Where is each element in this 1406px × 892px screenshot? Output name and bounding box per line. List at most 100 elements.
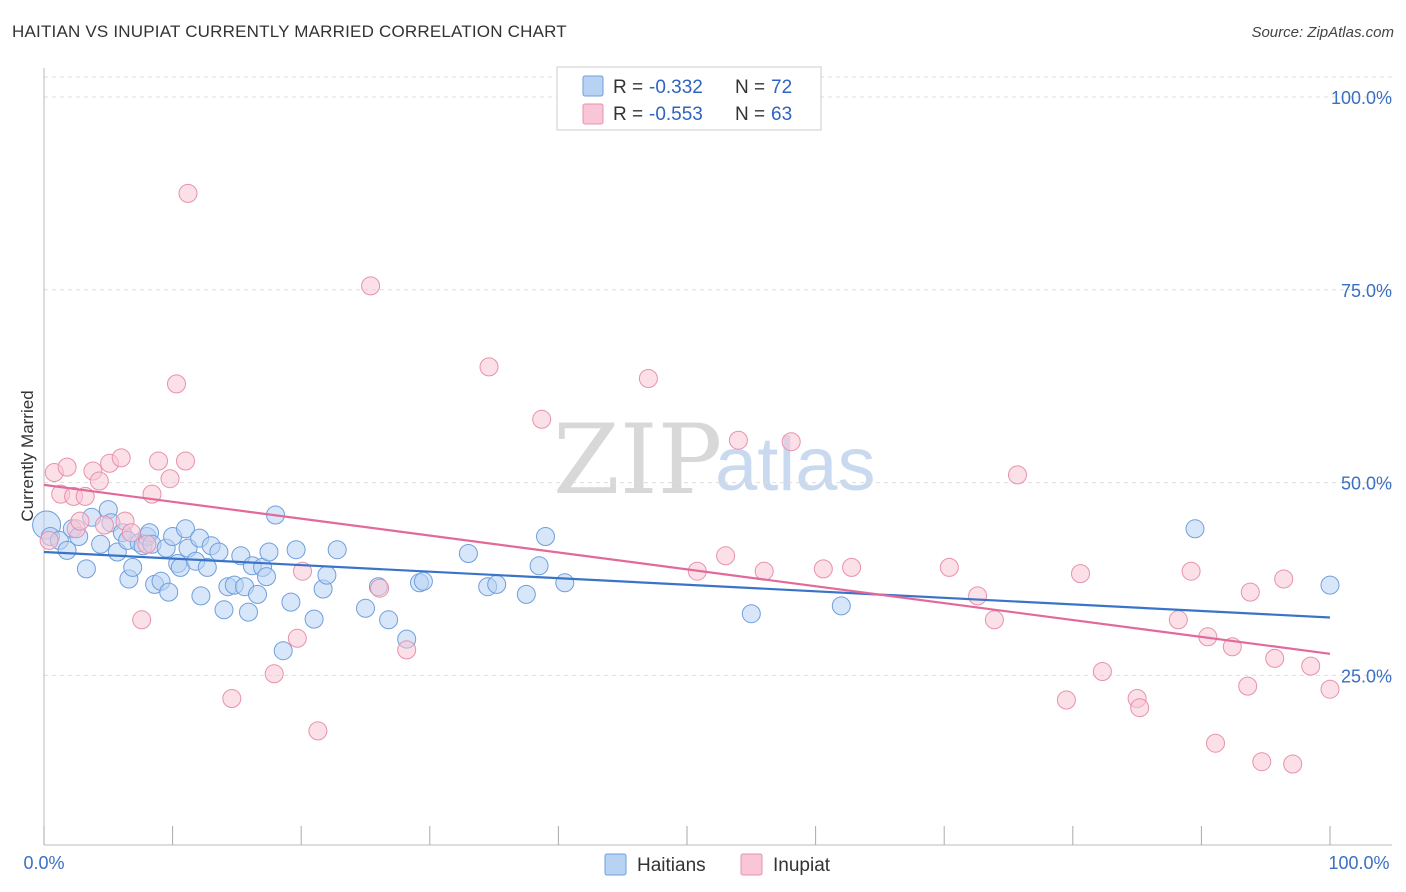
haitians-point-53 xyxy=(317,565,337,585)
haitians-point-46 xyxy=(259,542,279,562)
haitians-point-61 xyxy=(458,544,478,563)
series-inupiat-points xyxy=(39,183,1340,774)
haitians-point-32 xyxy=(191,586,211,606)
inupiat-point-6 xyxy=(70,511,90,531)
haitians-point-41 xyxy=(239,602,258,622)
watermark-zip: ZIP xyxy=(553,404,722,516)
y-tick-label-50: 50.0% xyxy=(1341,474,1392,494)
inupiat-point-51 xyxy=(1181,561,1201,581)
y-tick-label-100: 100.0% xyxy=(1331,88,1392,108)
trend-line-inupiat xyxy=(43,483,1331,655)
inupiat-point-49 xyxy=(1130,698,1150,718)
inupiat-point-23 xyxy=(222,689,242,708)
inupiat-point-36 xyxy=(728,430,748,450)
legend-swatch-haitians xyxy=(582,75,604,97)
watermark: ZIP atlas xyxy=(553,404,876,516)
inupiat-point-56 xyxy=(1240,582,1260,602)
legend-n-label-haitians: N = xyxy=(735,77,765,98)
haitians-point-33 xyxy=(197,557,217,577)
legend-r-value-inupiat: -0.553 xyxy=(649,104,703,125)
inupiat-point-53 xyxy=(1206,733,1225,753)
inupiat-point-30 xyxy=(397,640,417,660)
inupiat-point-47 xyxy=(1092,662,1112,681)
haitians-point-3 xyxy=(57,540,77,560)
chart-title: HAITIAN VS INUPIAT CURRENTLY MARRIED COR… xyxy=(12,22,567,41)
haitians-point-49 xyxy=(281,592,301,612)
inupiat-point-57 xyxy=(1252,752,1272,772)
inupiat-point-39 xyxy=(813,559,833,579)
series-haitians-points xyxy=(32,500,1340,661)
inupiat-point-19 xyxy=(160,469,180,489)
legend-swatch-inupiat xyxy=(582,103,604,125)
bottom-legend-label-haitians: Haitians xyxy=(637,855,706,876)
haitians-point-65 xyxy=(529,556,549,576)
inupiat-point-22 xyxy=(178,183,198,203)
haitians-point-15 xyxy=(123,557,143,577)
haitians-point-28 xyxy=(176,519,195,539)
trend-line-haitians xyxy=(43,550,1331,619)
inupiat-point-43 xyxy=(984,610,1004,630)
haitians-point-45 xyxy=(257,567,276,587)
y-tick-labels: 25.0% 50.0% 75.0% 100.0% xyxy=(1331,88,1392,686)
haitians-point-54 xyxy=(327,540,347,560)
inupiat-point-16 xyxy=(137,534,157,554)
inupiat-point-27 xyxy=(308,721,328,741)
haitians-point-64 xyxy=(516,584,536,604)
inupiat-point-29 xyxy=(370,578,390,598)
legend-n-label-inupiat: N = xyxy=(735,104,765,125)
inupiat-point-3 xyxy=(57,457,77,477)
inupiat-point-28 xyxy=(361,276,381,296)
inupiat-point-46 xyxy=(1071,564,1090,584)
inupiat-point-62 xyxy=(1320,679,1340,699)
inupiat-point-14 xyxy=(121,523,141,543)
legend-box: R = -0.332 N = 72 R = -0.553 N = 63 xyxy=(556,66,822,131)
haitians-point-50 xyxy=(286,540,306,560)
haitians-point-66 xyxy=(536,527,555,546)
inupiat-point-44 xyxy=(1008,465,1027,485)
legend-r-label-inupiat: R = xyxy=(613,104,643,125)
inupiat-point-58 xyxy=(1265,648,1285,668)
inupiat-point-18 xyxy=(149,451,168,471)
legend-r-label-haitians: R = xyxy=(613,77,643,98)
bottom-legend-label-inupiat: Inupiat xyxy=(773,855,831,876)
legend-r-value-haitians: -0.332 xyxy=(649,77,703,98)
inupiat-point-9 xyxy=(89,471,109,491)
inupiat-point-50 xyxy=(1168,610,1188,630)
inupiat-point-0 xyxy=(39,530,59,550)
haitians-point-55 xyxy=(356,598,375,618)
inupiat-point-45 xyxy=(1056,690,1076,710)
inupiat-point-59 xyxy=(1274,569,1294,589)
haitians-point-63 xyxy=(487,574,507,594)
haitians-point-67 xyxy=(555,573,575,593)
legend-n-value-haitians: 72 xyxy=(771,77,792,98)
inupiat-point-41 xyxy=(939,557,959,577)
inupiat-point-38 xyxy=(781,432,801,452)
haitians-point-48 xyxy=(273,641,293,661)
trend-lines xyxy=(43,483,1331,655)
inupiat-point-26 xyxy=(293,561,312,581)
source-label: Source: ZipAtlas.com xyxy=(1251,24,1394,41)
haitians-point-43 xyxy=(248,584,267,604)
inupiat-point-37 xyxy=(754,561,774,581)
inupiat-point-40 xyxy=(842,557,862,577)
inupiat-point-35 xyxy=(716,546,736,566)
inupiat-point-61 xyxy=(1301,656,1321,676)
inupiat-point-21 xyxy=(176,451,195,471)
haitians-point-69 xyxy=(831,596,851,616)
haitians-point-70 xyxy=(1185,519,1205,539)
inupiat-point-60 xyxy=(1283,754,1303,774)
bottom-legend-swatch-inupiat xyxy=(740,853,763,876)
haitians-point-57 xyxy=(379,610,399,630)
inupiat-point-33 xyxy=(638,369,658,388)
y-tick-label-25: 25.0% xyxy=(1341,666,1392,686)
haitians-point-60 xyxy=(413,571,433,591)
inupiat-point-42 xyxy=(968,586,988,606)
y-axis-title: Currently Married xyxy=(18,390,37,521)
x-tick-label-min: 0.0% xyxy=(23,853,64,873)
inupiat-point-31 xyxy=(479,357,499,377)
haitians-point-68 xyxy=(741,604,761,624)
inupiat-point-15 xyxy=(132,610,152,630)
inupiat-point-10 xyxy=(94,515,114,535)
inupiat-point-20 xyxy=(167,374,186,394)
